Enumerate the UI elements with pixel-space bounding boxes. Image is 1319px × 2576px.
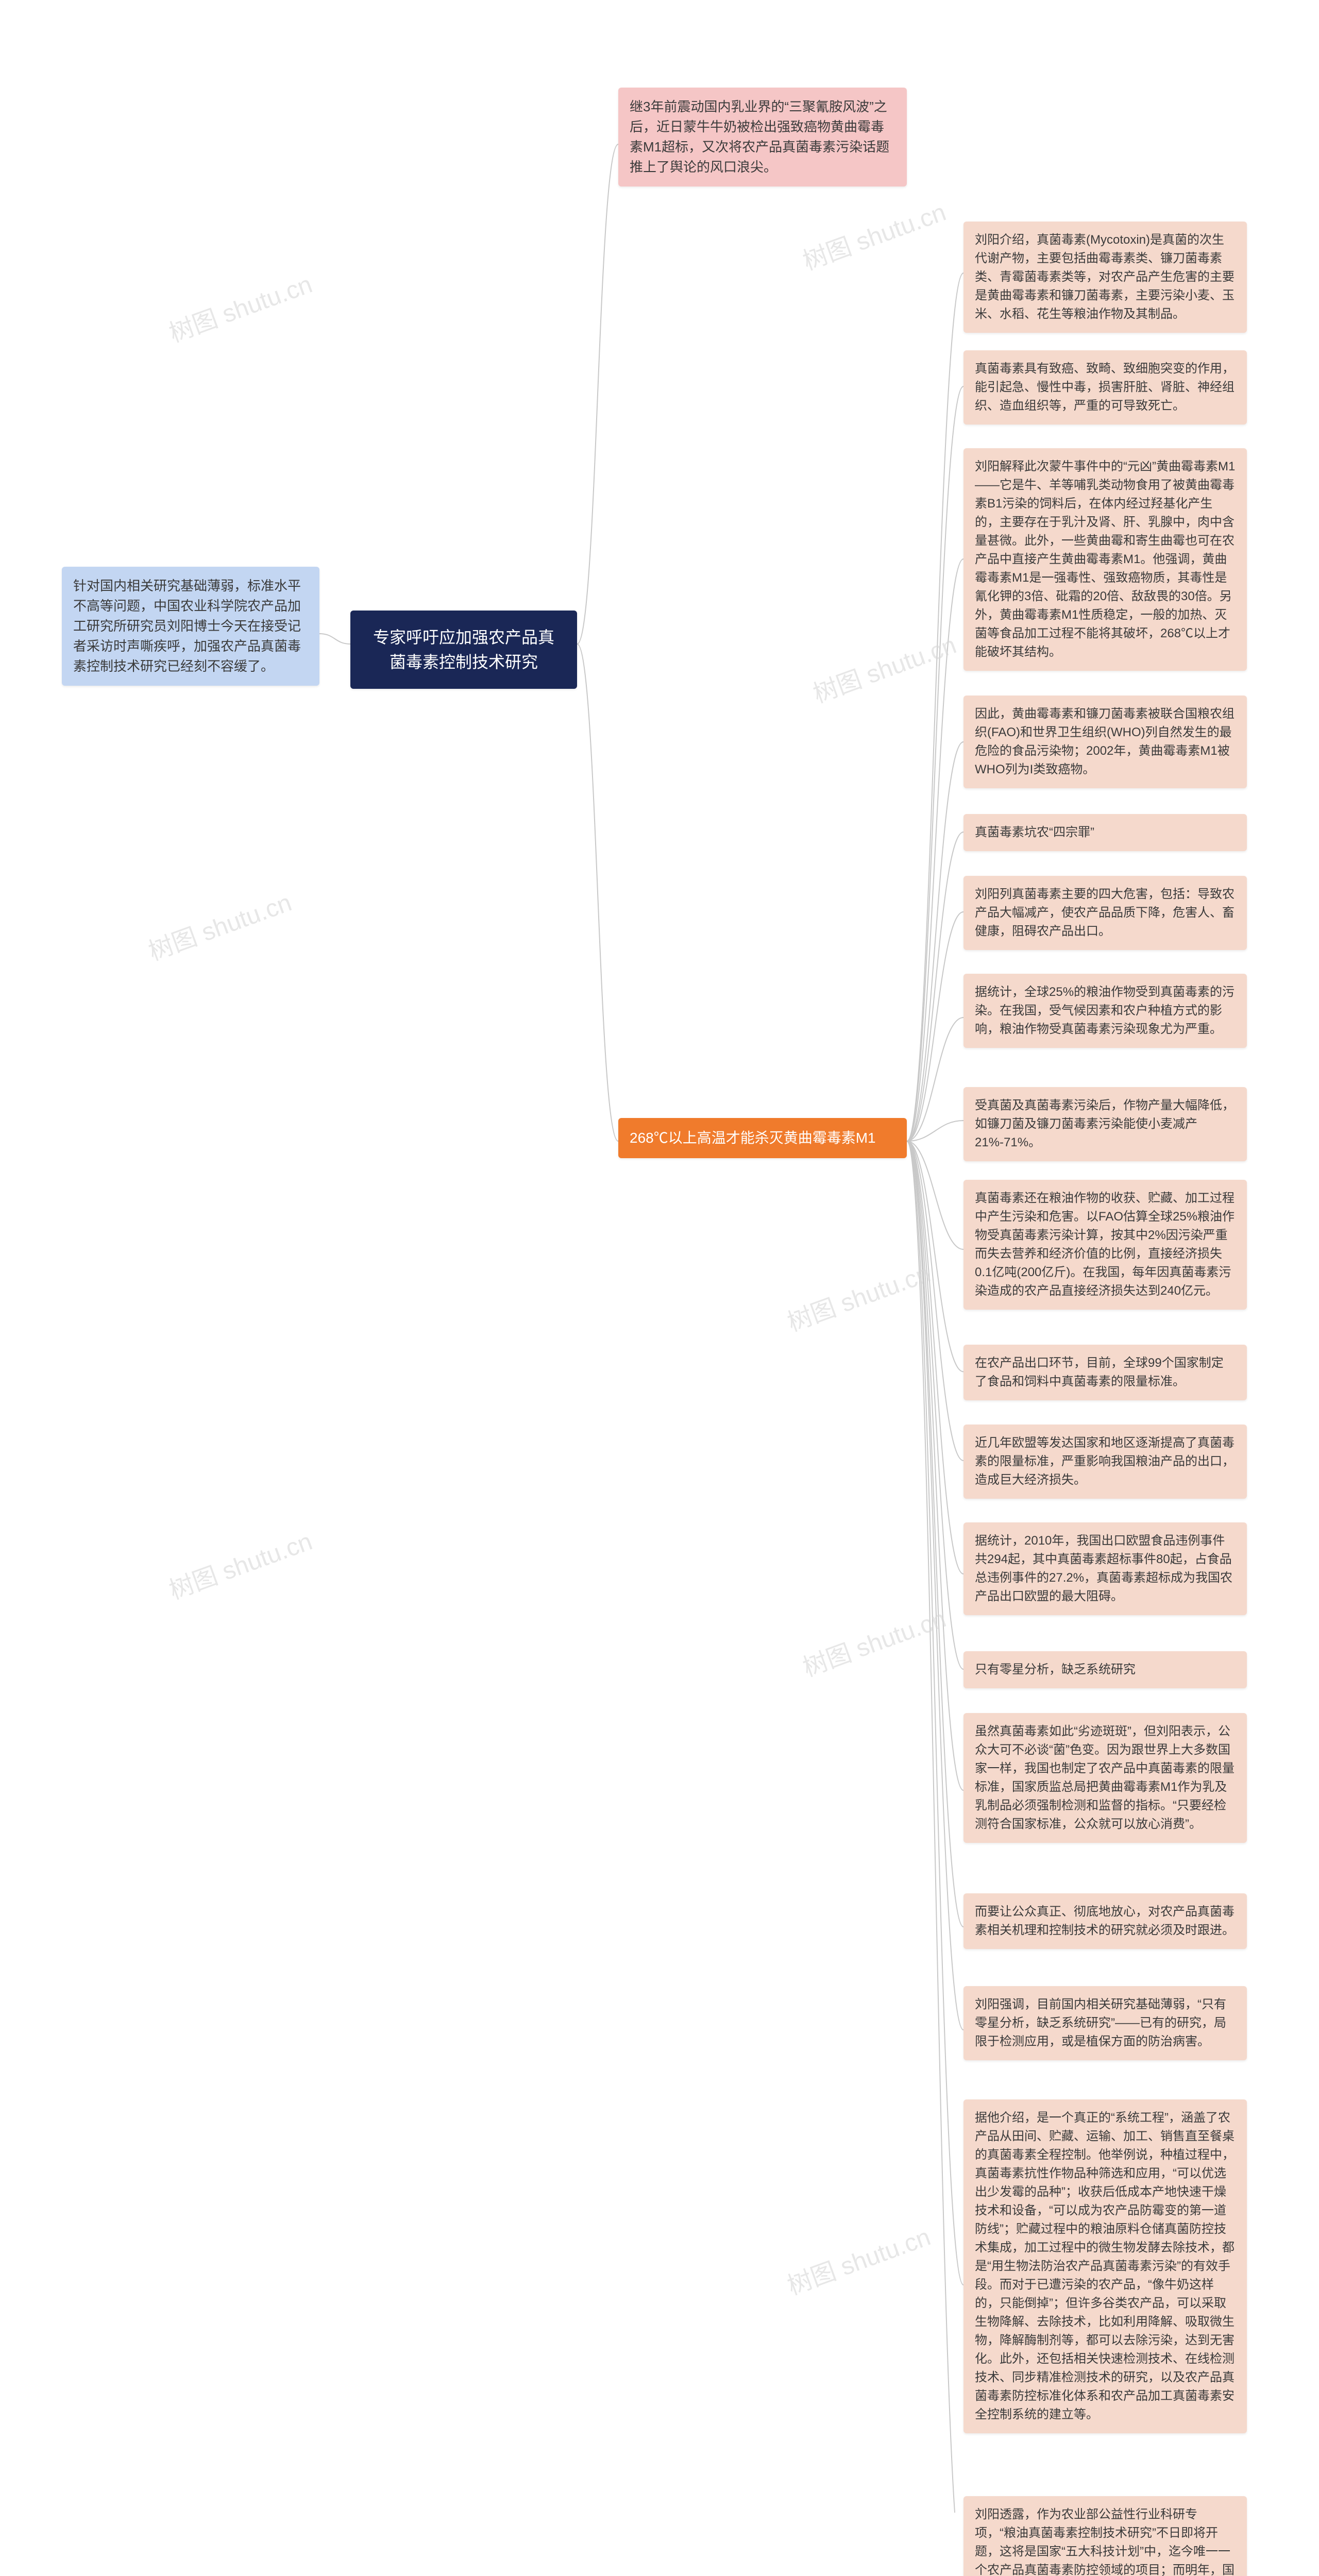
peach-node: 只有零星分析，缺乏系统研究 xyxy=(963,1651,1247,1688)
connector xyxy=(907,1141,963,1461)
peach-node-text: 据他介绍，是一个真正的“系统工程”，涵盖了农产品从田间、贮藏、运输、加工、销售直… xyxy=(975,2111,1235,2421)
connector xyxy=(907,1141,963,1574)
peach-node-text: 刘阳解释此次蒙牛事件中的“元凶”黄曲霉毒素M1——它是牛、羊等哺乳类动物食用了被… xyxy=(975,460,1235,659)
watermark: 树图 shutu.cn xyxy=(782,1253,935,1338)
connector xyxy=(907,1141,963,1249)
left-node: 针对国内相关研究基础薄弱，标准水平不高等问题，中国农业科学院农产品加工研究所研究… xyxy=(62,567,319,686)
connector xyxy=(907,386,963,1141)
peach-node: 虽然真菌毒素如此“劣迹斑斑”，但刘阳表示，公众大可不必谈“菌”色变。因为跟世界上… xyxy=(963,1713,1247,1843)
connector xyxy=(907,912,963,1141)
peach-node-text: 受真菌及真菌毒素污染后，作物产量大幅降低，如镰刀菌及镰刀菌毒素污染能使小麦减产2… xyxy=(975,1098,1235,1149)
peach-node-text: 据统计，2010年，我国出口欧盟食品违例事件共294起，其中真菌毒素超标事件80… xyxy=(975,1534,1232,1603)
peach-node-text: 而要让公众真正、彻底地放心，对农产品真菌毒素相关机理和控制技术的研究就必须及时跟… xyxy=(975,1905,1235,1937)
peach-node-text: 近几年欧盟等发达国家和地区逐渐提高了真菌毒素的限量标准，严重影响我国粮油产品的出… xyxy=(975,1436,1235,1487)
peach-node: 刘阳列真菌毒素主要的四大危害，包括：导致农产品大幅减产，使农产品品质下降，危害人… xyxy=(963,876,1247,950)
peach-node: 据他介绍，是一个真正的“系统工程”，涵盖了农产品从田间、贮藏、运输、加工、销售直… xyxy=(963,2099,1247,2433)
peach-node: 而要让公众真正、彻底地放心，对农产品真菌毒素相关机理和控制技术的研究就必须及时跟… xyxy=(963,1893,1247,1949)
peach-node: 受真菌及真菌毒素污染后，作物产量大幅降低，如镰刀菌及镰刀菌毒素污染能使小麦减产2… xyxy=(963,1087,1247,1161)
connector xyxy=(907,1141,963,2513)
peach-node-text: 真菌毒素具有致癌、致畸、致细胞突变的作用，能引起急、慢性中毒，损害肝脏、肾脏、神… xyxy=(975,362,1235,413)
peach-node: 刘阳透露，作为农业部公益性行业科研专项，“粮油真菌毒素控制技术研究”不日即将开题… xyxy=(963,2496,1247,2576)
peach-node: 在农产品出口环节，目前，全球99个国家制定了食品和饲料中真菌毒素的限量标准。 xyxy=(963,1345,1247,1400)
peach-node: 据统计，全球25%的粮油作物受到真菌毒素的污染。在我国，受气候因素和农户种植方式… xyxy=(963,974,1247,1048)
watermark: 树图 shutu.cn xyxy=(807,624,960,709)
peach-node-text: 刘阳列真菌毒素主要的四大危害，包括：导致农产品大幅减产，使农产品品质下降，危害人… xyxy=(975,887,1235,938)
peach-node: 据统计，2010年，我国出口欧盟食品违例事件共294起，其中真菌毒素超标事件80… xyxy=(963,1522,1247,1615)
connector xyxy=(907,1141,963,1669)
connector xyxy=(907,1141,963,2285)
connector xyxy=(907,1018,963,1141)
watermark: 树图 shutu.cn xyxy=(797,192,950,277)
watermark: 树图 shutu.cn xyxy=(143,882,296,967)
connector xyxy=(907,1141,963,1372)
peach-node-text: 刘阳透露，作为农业部公益性行业科研专项，“粮油真菌毒素控制技术研究”不日即将开题… xyxy=(975,2507,1235,2576)
connector xyxy=(319,634,350,644)
peach-node-text: 据统计，全球25%的粮油作物受到真菌毒素的污染。在我国，受气候因素和农户种植方式… xyxy=(975,985,1235,1036)
connector xyxy=(907,832,963,1141)
left-node-text: 针对国内相关研究基础薄弱，标准水平不高等问题，中国农业科学院农产品加工研究所研究… xyxy=(73,578,301,674)
watermark: 树图 shutu.cn xyxy=(782,2216,935,2301)
pink-node: 继3年前震动国内乳业界的“三聚氰胺风波”之后，近日蒙牛牛奶被检出强致癌物黄曲霉毒… xyxy=(618,88,907,187)
peach-node: 因此，黄曲霉毒素和镰刀菌毒素被联合国粮农组织(FAO)和世界卫生组织(WHO)列… xyxy=(963,696,1247,788)
peach-node: 真菌毒素具有致癌、致畸、致细胞突变的作用，能引起急、慢性中毒，损害肝脏、肾脏、神… xyxy=(963,350,1247,425)
connector xyxy=(907,1141,963,1790)
orange-node: 268℃以上高温才能杀灭黄曲霉毒素M1 xyxy=(618,1118,907,1158)
pink-node-text: 继3年前震动国内乳业界的“三聚氰胺风波”之后，近日蒙牛牛奶被检出强致癌物黄曲霉毒… xyxy=(630,99,889,175)
peach-node: 刘阳解释此次蒙牛事件中的“元凶”黄曲霉毒素M1——它是牛、羊等哺乳类动物食用了被… xyxy=(963,448,1247,671)
peach-node-text: 在农产品出口环节，目前，全球99个国家制定了食品和饲料中真菌毒素的限量标准。 xyxy=(975,1356,1224,1388)
peach-node: 真菌毒素坑农“四宗罪” xyxy=(963,814,1247,851)
watermark: 树图 shutu.cn xyxy=(163,264,316,349)
watermark: 树图 shutu.cn xyxy=(797,1598,950,1683)
peach-node: 真菌毒素还在粮油作物的收获、贮藏、加工过程中产生污染和危害。以FAO估算全球25… xyxy=(963,1180,1247,1310)
center-node: 专家呼吁应加强农产品真菌毒素控制技术研究 xyxy=(350,611,577,689)
peach-node-text: 因此，黄曲霉毒素和镰刀菌毒素被联合国粮农组织(FAO)和世界卫生组织(WHO)列… xyxy=(975,707,1235,776)
peach-node-text: 刘阳强调，目前国内相关研究基础薄弱，“只有零星分析，缺乏系统研究”——已有的研究… xyxy=(975,1997,1226,2048)
center-node-text: 专家呼吁应加强农产品真菌毒素控制技术研究 xyxy=(373,628,554,671)
connector xyxy=(907,1141,963,2030)
peach-node: 刘阳介绍，真菌毒素(Mycotoxin)是真菌的次生代谢产物，主要包括曲霉毒素类… xyxy=(963,222,1247,333)
connector xyxy=(907,1141,963,1927)
connector xyxy=(907,273,963,1141)
connector xyxy=(907,1121,963,1141)
orange-node-text: 268℃以上高温才能杀灭黄曲霉毒素M1 xyxy=(630,1130,876,1146)
peach-node-text: 真菌毒素坑农“四宗罪” xyxy=(975,825,1094,839)
connector xyxy=(907,559,963,1141)
watermark: 树图 shutu.cn xyxy=(163,1521,316,1606)
peach-node: 近几年欧盟等发达国家和地区逐渐提高了真菌毒素的限量标准，严重影响我国粮油产品的出… xyxy=(963,1425,1247,1499)
connector xyxy=(577,644,618,1141)
connector xyxy=(907,742,963,1141)
peach-node-text: 真菌毒素还在粮油作物的收获、贮藏、加工过程中产生污染和危害。以FAO估算全球25… xyxy=(975,1191,1235,1298)
peach-node-text: 只有零星分析，缺乏系统研究 xyxy=(975,1663,1136,1676)
peach-node: 刘阳强调，目前国内相关研究基础薄弱，“只有零星分析，缺乏系统研究”——已有的研究… xyxy=(963,1986,1247,2060)
peach-node-text: 虽然真菌毒素如此“劣迹斑斑”，但刘阳表示，公众大可不必谈“菌”色变。因为跟世界上… xyxy=(975,1724,1235,1831)
connector xyxy=(577,144,618,644)
peach-node-text: 刘阳介绍，真菌毒素(Mycotoxin)是真菌的次生代谢产物，主要包括曲霉毒素类… xyxy=(975,233,1235,321)
